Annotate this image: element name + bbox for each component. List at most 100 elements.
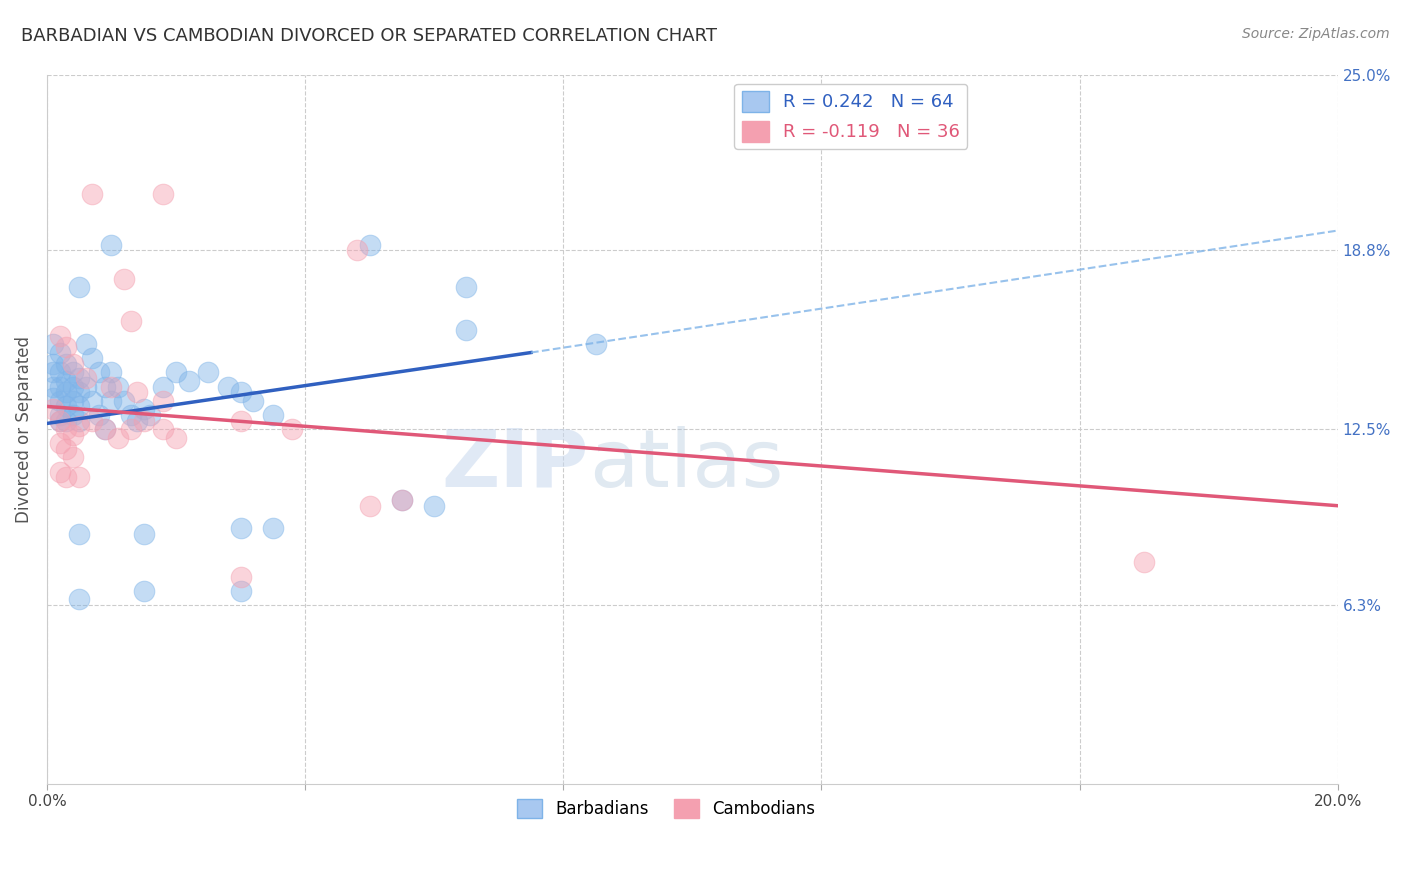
Point bbox=[55, 422, 77, 436]
Point bbox=[42, 379, 65, 393]
Point bbox=[42, 365, 65, 379]
Point bbox=[120, 314, 142, 328]
Point bbox=[229, 521, 252, 535]
Point bbox=[94, 422, 117, 436]
Point bbox=[49, 414, 72, 428]
Point bbox=[112, 272, 135, 286]
Point bbox=[132, 527, 155, 541]
Point bbox=[120, 422, 142, 436]
Point bbox=[456, 323, 478, 337]
Text: BARBADIAN VS CAMBODIAN DIVORCED OR SEPARATED CORRELATION CHART: BARBADIAN VS CAMBODIAN DIVORCED OR SEPAR… bbox=[21, 27, 717, 45]
Point bbox=[62, 379, 84, 393]
Point bbox=[80, 414, 103, 428]
Point bbox=[42, 402, 65, 417]
Point bbox=[49, 345, 72, 359]
Point bbox=[49, 436, 72, 450]
Point bbox=[132, 583, 155, 598]
Point bbox=[152, 393, 174, 408]
Point bbox=[80, 393, 103, 408]
Point bbox=[55, 357, 77, 371]
Point bbox=[75, 371, 97, 385]
Point bbox=[229, 385, 252, 400]
Point bbox=[1133, 556, 1156, 570]
Point bbox=[87, 408, 110, 422]
Point bbox=[152, 422, 174, 436]
Point bbox=[242, 393, 264, 408]
Point bbox=[75, 337, 97, 351]
Point bbox=[75, 379, 97, 393]
Point bbox=[62, 427, 84, 442]
Point bbox=[87, 365, 110, 379]
Point bbox=[55, 442, 77, 456]
Point bbox=[67, 414, 90, 428]
Point bbox=[67, 400, 90, 414]
Point bbox=[217, 379, 239, 393]
Point bbox=[49, 328, 72, 343]
Point bbox=[112, 393, 135, 408]
Point bbox=[67, 385, 90, 400]
Point bbox=[152, 186, 174, 201]
Point bbox=[55, 470, 77, 484]
Point bbox=[107, 431, 129, 445]
Point bbox=[423, 499, 446, 513]
Point bbox=[100, 237, 122, 252]
Point bbox=[94, 422, 117, 436]
Point bbox=[67, 527, 90, 541]
Point bbox=[55, 414, 77, 428]
Point bbox=[229, 569, 252, 583]
Point bbox=[67, 371, 90, 385]
Point bbox=[67, 280, 90, 294]
Point bbox=[107, 379, 129, 393]
Point bbox=[49, 365, 72, 379]
Point bbox=[359, 237, 381, 252]
Point bbox=[456, 280, 478, 294]
Point bbox=[127, 385, 149, 400]
Point bbox=[62, 357, 84, 371]
Point bbox=[229, 583, 252, 598]
Point bbox=[55, 374, 77, 388]
Point bbox=[80, 351, 103, 366]
Point bbox=[229, 414, 252, 428]
Point bbox=[49, 408, 72, 422]
Point bbox=[62, 393, 84, 408]
Point bbox=[391, 493, 413, 508]
Point bbox=[55, 385, 77, 400]
Point bbox=[391, 493, 413, 508]
Point bbox=[80, 186, 103, 201]
Point bbox=[346, 244, 368, 258]
Text: Source: ZipAtlas.com: Source: ZipAtlas.com bbox=[1241, 27, 1389, 41]
Text: ZIP: ZIP bbox=[441, 425, 589, 504]
Point bbox=[165, 431, 187, 445]
Point bbox=[139, 408, 162, 422]
Point bbox=[359, 499, 381, 513]
Point bbox=[127, 414, 149, 428]
Point bbox=[262, 521, 284, 535]
Point bbox=[42, 391, 65, 405]
Point bbox=[132, 402, 155, 417]
Point bbox=[42, 337, 65, 351]
Point bbox=[197, 365, 219, 379]
Point bbox=[62, 408, 84, 422]
Point bbox=[100, 393, 122, 408]
Legend: Barbadians, Cambodians: Barbadians, Cambodians bbox=[510, 792, 823, 825]
Point bbox=[165, 365, 187, 379]
Point bbox=[55, 340, 77, 354]
Point bbox=[49, 465, 72, 479]
Point bbox=[585, 337, 607, 351]
Point bbox=[67, 592, 90, 607]
Point bbox=[100, 379, 122, 393]
Point bbox=[132, 414, 155, 428]
Point bbox=[120, 408, 142, 422]
Point bbox=[67, 470, 90, 484]
Point bbox=[67, 419, 90, 434]
Point bbox=[152, 379, 174, 393]
Text: atlas: atlas bbox=[589, 425, 783, 504]
Point bbox=[49, 379, 72, 393]
Point bbox=[100, 365, 122, 379]
Point bbox=[55, 400, 77, 414]
Point bbox=[62, 365, 84, 379]
Point bbox=[49, 393, 72, 408]
Point bbox=[177, 374, 200, 388]
Point bbox=[262, 408, 284, 422]
Point bbox=[62, 450, 84, 465]
